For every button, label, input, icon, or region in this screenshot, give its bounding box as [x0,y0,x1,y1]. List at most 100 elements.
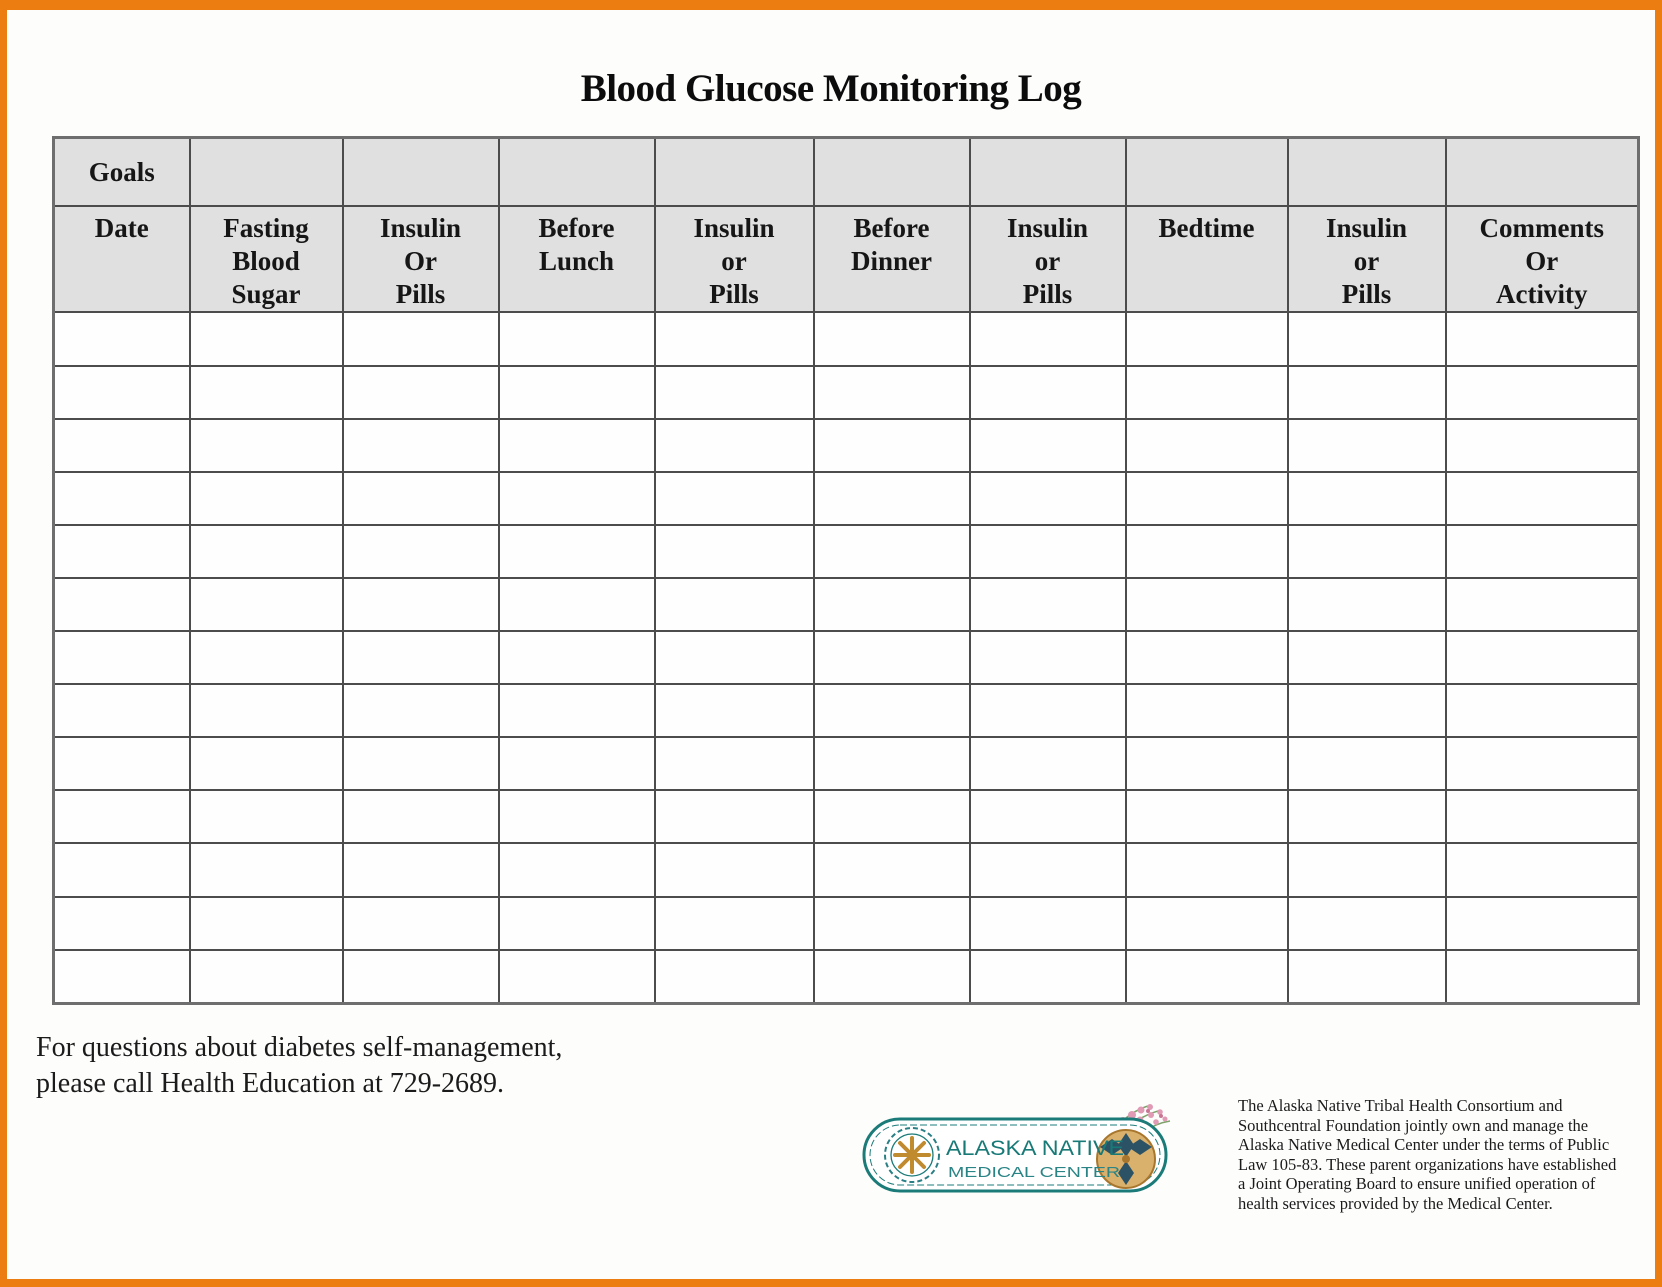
log-entry-cell [812,630,971,686]
log-entry-cell [188,364,344,420]
log-entry-row [52,523,1640,579]
column-header-cell: Insulin or Pills [968,205,1127,314]
log-entry-cell [497,895,656,951]
log-entry-cell [1286,576,1447,633]
log-entry-cell [1444,630,1640,686]
log-entry-cell [968,736,1127,792]
disclaimer-line-4: Law 105-83. These parent organizations h… [1238,1154,1617,1174]
basket-icon [1096,1129,1156,1189]
page-title: Blood Glucose Monitoring Log [580,67,1082,110]
log-entry-row [52,736,1640,792]
log-entry-cell [1124,523,1289,579]
goals-empty-cell [812,136,971,208]
log-entry-row [52,895,1640,951]
log-entry-cell [812,576,971,633]
goals-empty-cell [497,136,656,208]
goals-label-cell: Goals [52,136,191,208]
log-entry-cell [1286,364,1447,420]
goals-empty-cell [968,136,1127,208]
log-entry-cell [188,789,344,845]
column-header-cell: Before Lunch [497,205,656,314]
log-entry-cell [497,630,656,686]
log-entry-cell [812,311,971,367]
log-entry-cell [812,948,971,1005]
log-entry-cell [497,789,656,845]
log-entry-cell [52,364,191,420]
log-entry-cell [52,948,191,1005]
log-entry-cell [968,683,1127,739]
log-entry-cell [968,364,1127,420]
log-entry-cell [812,842,971,898]
log-entry-cell [1444,364,1640,420]
log-entry-cell [1444,683,1640,739]
log-entry-cell [1124,470,1289,526]
log-entry-row [52,364,1640,420]
column-header-cell: Insulin Or Pills [341,205,500,314]
log-entry-cell [341,948,500,1005]
goals-empty-cell [1124,136,1289,208]
log-entry-cell [188,470,344,526]
log-entry-cell [52,789,191,845]
log-entry-cell [52,895,191,951]
contact-line-2: please call Health Education at 729-2689… [36,1068,505,1099]
log-entry-cell [188,523,344,579]
contact-note: For questions about diabetes self-manage… [36,1030,562,1102]
log-entry-cell [188,736,344,792]
log-entry-cell [52,311,191,367]
log-entry-row [52,311,1640,367]
log-entry-cell [1286,842,1447,898]
disclaimer-note: The Alaska Native Tribal Health Consorti… [1238,1096,1655,1213]
log-entry-cell [653,311,815,367]
log-entry-cell [1286,311,1447,367]
log-entry-cell [968,470,1127,526]
goals-empty-cell [188,136,344,208]
log-entry-cell [653,736,815,792]
disclaimer-line-3: Alaska Native Medical Center under the t… [1238,1135,1610,1154]
log-entry-cell [1124,842,1289,898]
log-entry-cell [812,417,971,473]
log-entry-cell [188,895,344,951]
log-entry-cell [1286,736,1447,792]
goals-empty-cell [341,136,500,208]
log-entry-cell [1124,630,1289,686]
log-entry-cell [968,895,1127,951]
log-entry-cell [968,523,1127,579]
log-entry-cell [188,417,344,473]
log-entry-cell [968,576,1127,633]
log-entry-cell [497,683,656,739]
log-entry-cell [1124,789,1289,845]
goals-row: Goals [52,136,1640,208]
log-entry-cell [497,576,656,633]
log-entry-cell [497,948,656,1005]
log-entry-row [52,683,1640,739]
column-header-cell: Bedtime [1124,205,1289,314]
log-entry-cell [52,417,191,473]
log-entry-cell [1286,683,1447,739]
log-entry-cell [497,470,656,526]
log-entry-cell [188,311,344,367]
log-entry-row [52,470,1640,526]
log-entry-cell [968,417,1127,473]
logo-line-2: MEDICAL CENTER [948,1165,1120,1181]
log-entry-cell [497,417,656,473]
log-entry-cell [52,576,191,633]
log-entry-cell [341,364,500,420]
log-entry-cell [497,523,656,579]
log-entry-cell [1124,948,1289,1005]
log-entry-row [52,948,1640,1005]
log-entry-cell [1444,789,1640,845]
column-header-cell: Fasting Blood Sugar [188,205,344,314]
log-entry-cell [1444,948,1640,1005]
log-entry-cell [653,576,815,633]
log-entry-cell [341,842,500,898]
log-entry-cell [497,364,656,420]
goals-empty-cell [1444,136,1640,208]
log-entry-cell [1286,895,1447,951]
log-entry-cell [653,895,815,951]
column-header-cell: Insulin or Pills [1286,205,1447,314]
log-entry-cell [812,789,971,845]
log-entry-cell [52,683,191,739]
log-entry-cell [341,789,500,845]
log-entry-cell [1286,789,1447,845]
log-entry-cell [812,683,971,739]
